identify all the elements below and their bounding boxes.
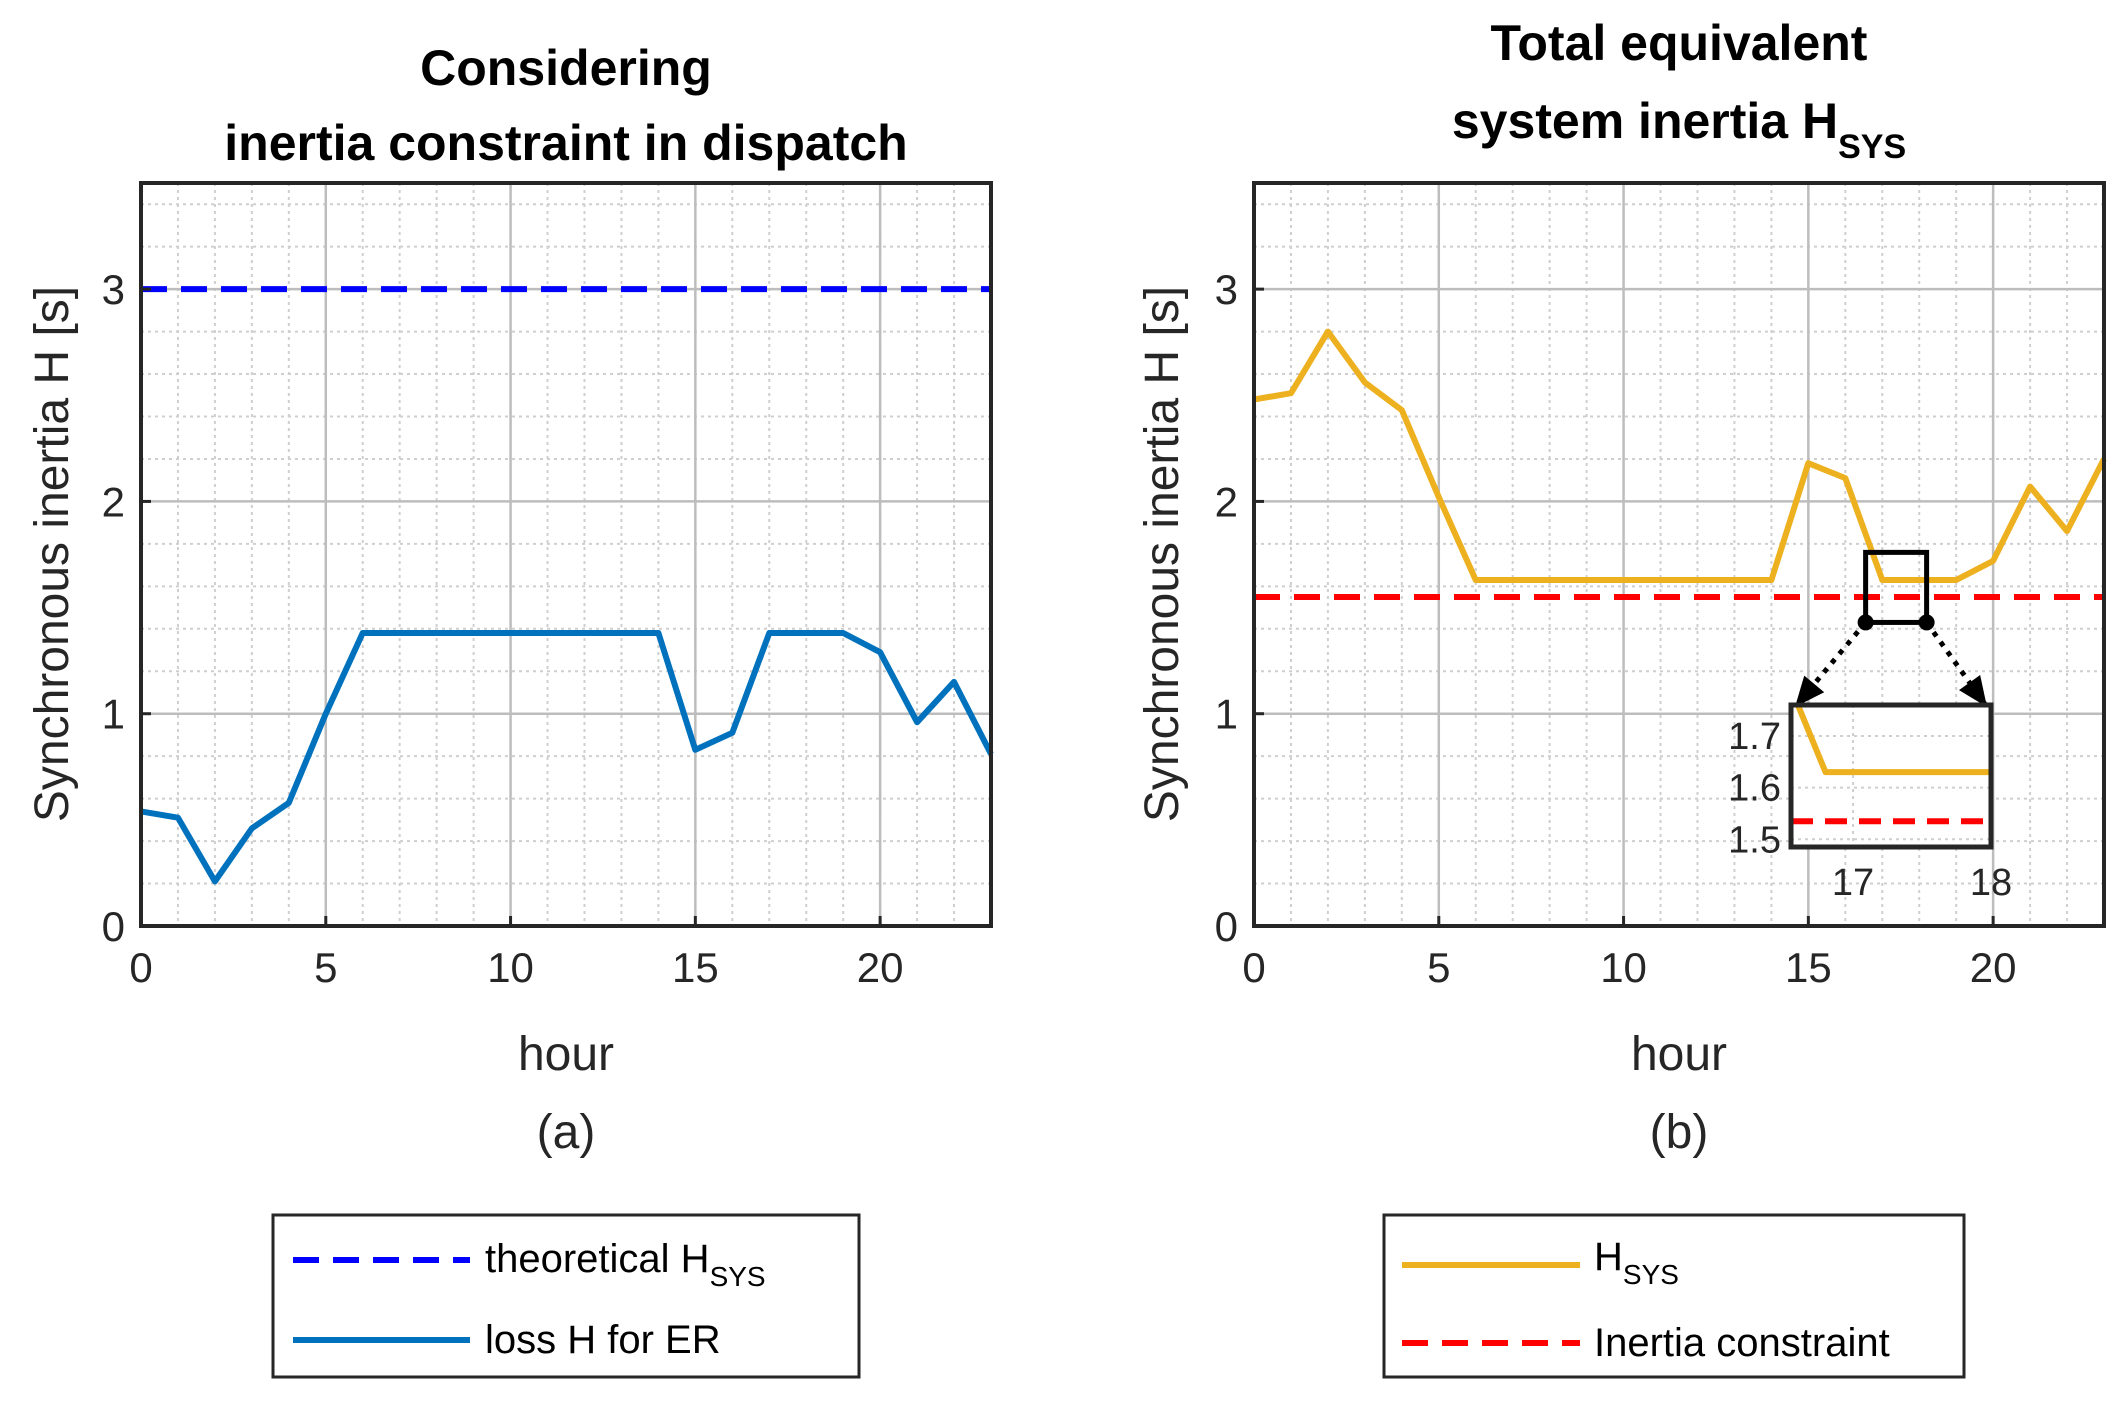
panel-b-inset: 17 18 1.5 1.6 1.7 [1728,702,2012,904]
x-tick-label: 0 [129,944,152,991]
y-tick-label: 1 [1215,691,1238,738]
x-tick-label: 5 [1427,944,1450,991]
inset-lines [1791,703,1991,825]
panel-b-ticks: 0 5 10 15 20 0 1 2 3 [1215,266,2017,991]
inset-y-tick-label: 1.5 [1728,819,1781,861]
panel-a-title-line1: Considering [420,40,712,96]
series-line-b-0 [1253,328,2107,583]
x-tick-label: 15 [672,944,719,991]
panel-b-zoom-callout [1793,549,1990,709]
panel-b-legend: HSYS Inertia constraint [1382,1213,1966,1379]
x-tick-label: 10 [1600,944,1647,991]
y-tick-label: 0 [102,903,125,950]
y-tick-label: 0 [1215,903,1238,950]
inset-series-line-0 [1795,703,1991,776]
panel-a-caption: (a) [537,1106,596,1159]
y-tick-label: 2 [102,478,125,525]
series-line-a-1 [140,630,994,885]
zoom-box [1863,549,1930,625]
panel-a: Considering inertia constraint in dispat… [26,40,994,1379]
y-tick-label: 3 [1215,266,1238,313]
panel-b-axes-box [1252,181,2106,928]
panel-b-caption: (b) [1650,1106,1709,1159]
panel-a-ylabel: Synchronous inertia H [s] [26,286,79,822]
legend-label-constraint: Inertia constraint [1594,1321,1890,1365]
panel-a-ticks: 0 5 10 15 20 0 1 2 3 [102,266,904,991]
x-tick-label: 0 [1242,944,1265,991]
panel-b-title-line1: Total equivalent [1491,15,1868,71]
y-tick-label: 1 [102,691,125,738]
x-tick-label: 5 [314,944,337,991]
inset-axes-box [1788,702,1994,850]
panel-b-xlabel: hour [1631,1028,1727,1081]
inset-x-tick-label: 18 [1970,862,2012,904]
panel-a-title-line2: inertia constraint in dispatch [224,115,907,171]
y-tick-label: 2 [1215,478,1238,525]
legend-label-hsys: HSYS [1594,1235,1679,1290]
legend-label-theoretical: theoretical HSYS [485,1237,766,1292]
inset-ticks: 17 18 1.5 1.6 1.7 [1728,716,2012,904]
x-tick-label: 20 [857,944,904,991]
x-tick-label: 15 [1785,944,1832,991]
legend-label-loss: loss H for ER [485,1318,721,1362]
zoom-arrow-left-head [1795,675,1825,707]
x-tick-label: 10 [487,944,534,991]
inset-y-tick-label: 1.6 [1728,768,1781,810]
panel-b-title-line2-main: system inertia H [1452,93,1838,149]
legend-label-hsys-sub: SYS [1623,1259,1679,1290]
x-tick-label: 20 [1970,944,2017,991]
panel-a-xlabel: hour [518,1028,614,1081]
panel-a-axes-box [139,181,993,928]
panel-a-legend: theoretical HSYS loss H for ER [271,1213,861,1379]
panel-a-legend-box [271,1213,861,1379]
panel-b-title-sub: SYS [1838,128,1906,166]
panel-b-title-line2: system inertia HSYS [1452,93,1906,166]
panel-b-ylabel: Synchronous inertia H [s] [1136,286,1189,822]
inset-x-tick-label: 17 [1832,862,1874,904]
legend-label-theoretical-sub: SYS [710,1261,766,1292]
panel-b-lines [1253,328,2107,600]
panel-b-legend-box [1382,1213,1966,1379]
legend-label-theoretical-main: theoretical H [485,1237,710,1281]
inset-background [1791,705,1991,847]
y-tick-label: 3 [102,266,125,313]
legend-label-hsys-main: H [1594,1235,1623,1279]
zoom-arrow-right-head [1958,675,1987,707]
panel-a-lines [140,286,994,885]
inset-y-tick-label: 1.7 [1728,716,1781,758]
